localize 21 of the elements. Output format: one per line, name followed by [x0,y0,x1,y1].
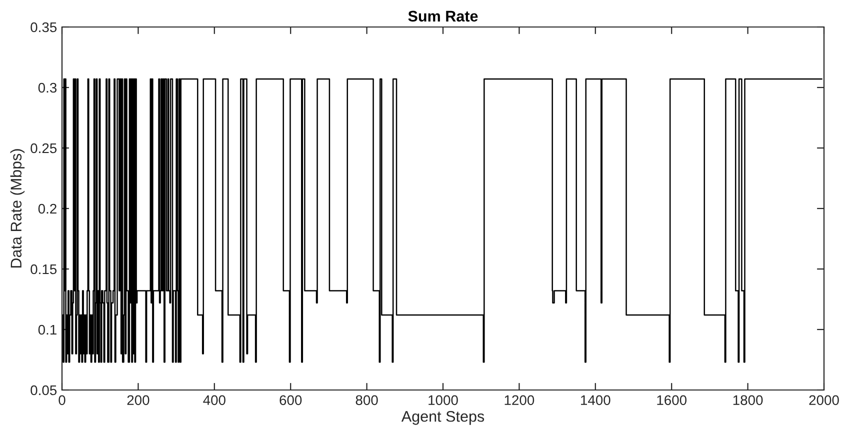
y-tick-label: 0.05 [30,385,57,396]
x-tick-label: 1200 [504,395,534,406]
x-tick-label: 200 [127,395,150,406]
x-tick-label: 400 [203,395,226,406]
y-tick-label: 0.2 [38,204,56,214]
x-axis-title: Agent Steps [401,410,484,425]
x-tick-label: 600 [280,395,302,406]
x-tick-label: 800 [356,395,378,406]
y-axis-title: Data Rate (Mbps) [10,149,25,268]
x-tick-label: 1600 [657,395,687,406]
y-tick-label: 0.1 [38,324,56,335]
y-tick-label: 0.3 [38,82,57,93]
x-tick-label: 0 [58,395,66,406]
y-tick-label: 0.25 [30,143,57,154]
x-tick-label: 1800 [733,395,763,406]
x-tick-label: 1400 [581,395,610,406]
chart-title: Sum Rate [408,10,478,22]
y-tick-label: 0.15 [30,264,57,274]
x-tick-label: 1000 [428,395,458,406]
x-tick-label: 2000 [809,395,839,406]
y-tick-label: 0.35 [30,22,57,32]
